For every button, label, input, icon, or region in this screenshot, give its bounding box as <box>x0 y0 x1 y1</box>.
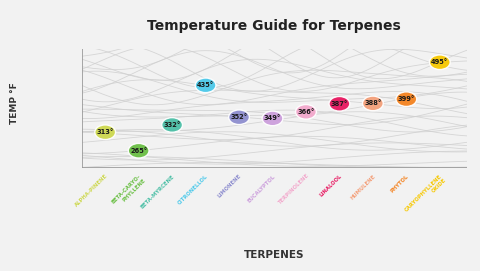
Ellipse shape <box>429 55 449 70</box>
Text: TERPINOLENE: TERPINOLENE <box>276 173 309 206</box>
Ellipse shape <box>228 110 249 125</box>
Text: CARYOPHYLLENE
OXIDE: CARYOPHYLLENE OXIDE <box>403 173 446 217</box>
Text: ALPHA-PINENE: ALPHA-PINENE <box>74 173 108 208</box>
Text: 313°: 313° <box>96 129 114 135</box>
Ellipse shape <box>161 118 182 132</box>
Text: TERPENES: TERPENES <box>243 250 304 260</box>
Text: LINALOOL: LINALOOL <box>318 173 342 198</box>
Text: 495°: 495° <box>431 59 447 65</box>
Text: 388°: 388° <box>363 100 381 107</box>
Text: Temperature Guide for Terpenes: Temperature Guide for Terpenes <box>147 19 400 33</box>
Text: 352°: 352° <box>230 114 247 120</box>
Ellipse shape <box>295 105 316 119</box>
Text: 387°: 387° <box>330 101 348 107</box>
Text: 332°: 332° <box>163 122 180 128</box>
Text: EUCALYPTOL: EUCALYPTOL <box>246 173 276 203</box>
Text: 366°: 366° <box>297 109 314 115</box>
Text: BETA-CARYO-
PHYLLENE: BETA-CARYO- PHYLLENE <box>111 173 146 209</box>
Text: BETA-MYRCENE: BETA-MYRCENE <box>140 173 175 209</box>
Text: HUMULENE: HUMULENE <box>348 173 376 201</box>
Text: 349°: 349° <box>264 115 280 121</box>
Ellipse shape <box>362 96 383 111</box>
Ellipse shape <box>395 92 416 107</box>
Ellipse shape <box>262 111 282 126</box>
Ellipse shape <box>95 125 115 140</box>
Text: PHYTOL: PHYTOL <box>389 173 409 193</box>
Ellipse shape <box>128 143 149 158</box>
Ellipse shape <box>328 96 349 111</box>
Text: TEMP °F: TEMP °F <box>10 82 19 124</box>
Text: CITRONELLOL: CITRONELLOL <box>177 173 209 205</box>
Text: LIMONENE: LIMONENE <box>216 173 242 199</box>
Text: 265°: 265° <box>130 148 147 154</box>
Ellipse shape <box>195 78 216 93</box>
Text: 435°: 435° <box>197 82 214 88</box>
Text: 399°: 399° <box>397 96 414 102</box>
